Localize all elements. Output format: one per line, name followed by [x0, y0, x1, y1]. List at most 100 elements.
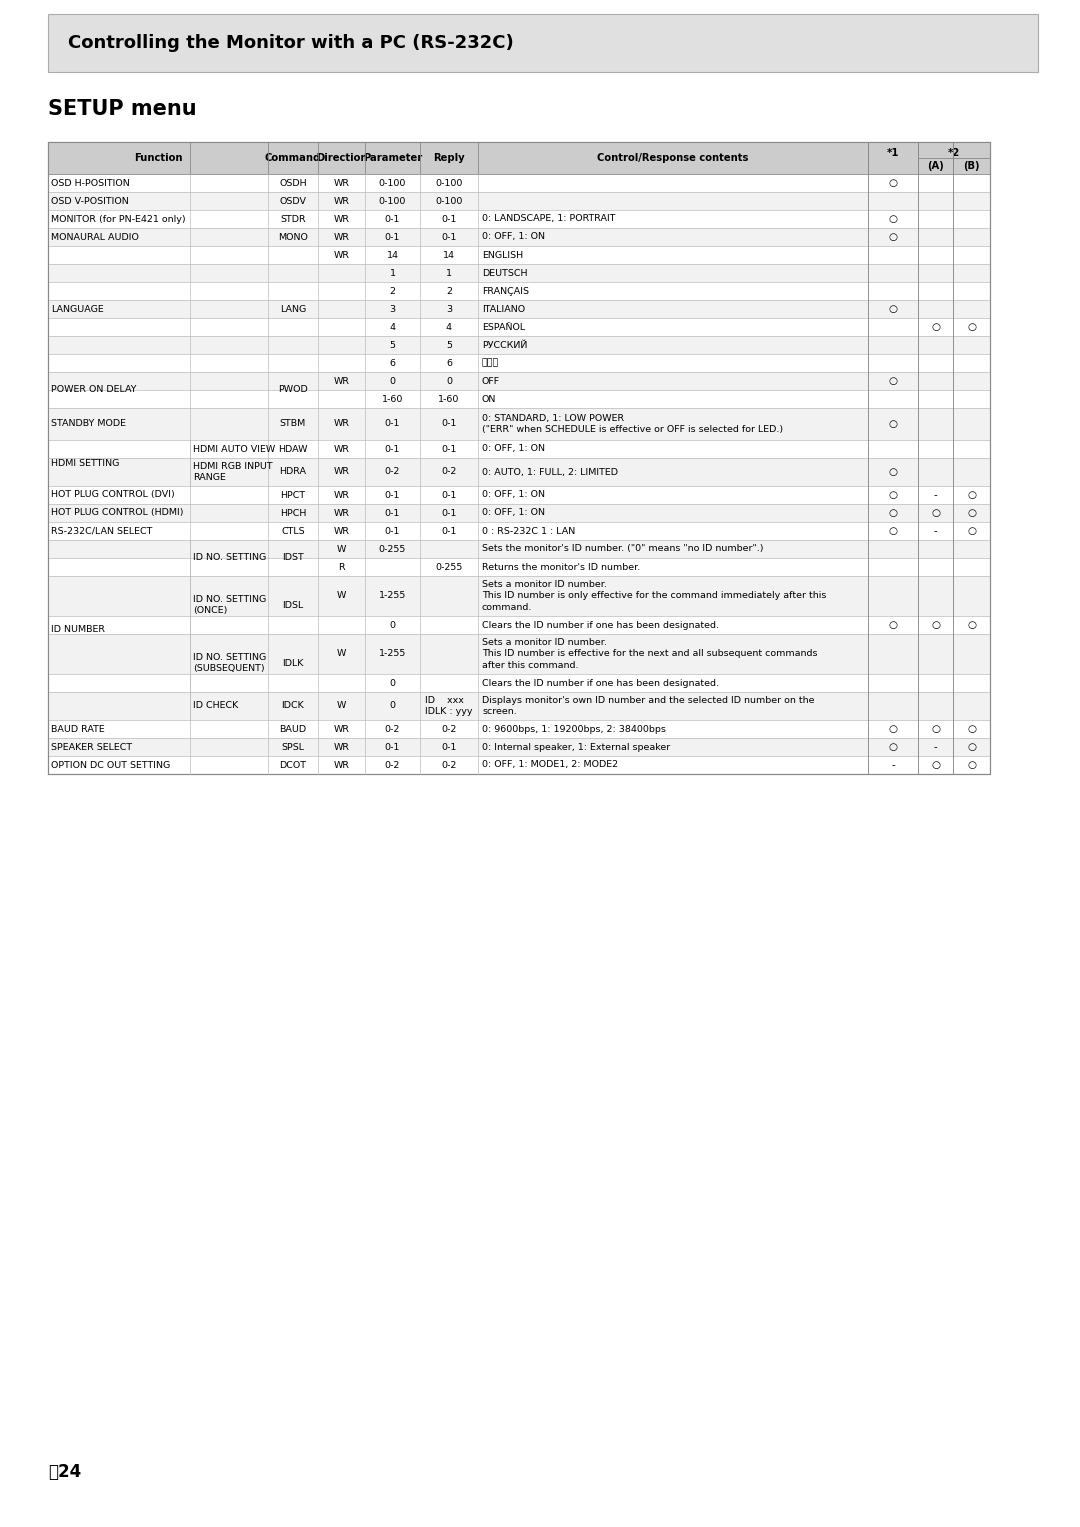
Text: 0-2: 0-2 [384, 467, 401, 476]
Text: STDR: STDR [280, 214, 306, 223]
Text: WR: WR [334, 742, 350, 751]
Text: 0: AUTO, 1: FULL, 2: LIMITED: 0: AUTO, 1: FULL, 2: LIMITED [482, 467, 618, 476]
Text: ○: ○ [967, 525, 976, 536]
Text: STBM: STBM [280, 420, 306, 429]
Text: 0-1: 0-1 [384, 490, 401, 499]
Text: ○: ○ [889, 508, 897, 518]
Bar [48, 458, 990, 486]
Text: SPSL: SPSL [282, 742, 305, 751]
Text: RS-232C/LAN SELECT: RS-232C/LAN SELECT [51, 527, 152, 536]
Text: 0-1: 0-1 [442, 444, 457, 454]
Text: 0-255: 0-255 [379, 545, 406, 553]
Text: 4: 4 [446, 322, 453, 331]
Text: 0-100: 0-100 [379, 179, 406, 188]
Text: ○: ○ [967, 490, 976, 499]
Text: OFF: OFF [482, 377, 500, 385]
Bar [48, 228, 990, 246]
Text: ID NO. SETTING
(ONCE): ID NO. SETTING (ONCE) [193, 596, 267, 615]
Text: ON: ON [482, 394, 497, 403]
Text: (A): (A) [927, 160, 944, 171]
Text: 0-1: 0-1 [384, 214, 401, 223]
Text: Ⓔ24: Ⓔ24 [48, 1463, 81, 1481]
Text: 0-1: 0-1 [384, 508, 401, 518]
Text: 0-1: 0-1 [442, 527, 457, 536]
Bar [48, 142, 990, 174]
Text: POWER ON DELAY: POWER ON DELAY [51, 385, 136, 394]
Text: Clears the ID number if one has been designated.: Clears the ID number if one has been des… [482, 678, 719, 687]
Text: 1: 1 [446, 269, 453, 278]
Text: WR: WR [334, 377, 350, 385]
Text: HDRA: HDRA [280, 467, 307, 476]
Text: Parameter: Parameter [363, 153, 422, 163]
Text: 3: 3 [446, 304, 453, 313]
Text: WR: WR [334, 214, 350, 223]
Text: HDMI SETTING: HDMI SETTING [51, 458, 120, 467]
Bar [48, 336, 990, 354]
Text: OSD V-POSITION: OSD V-POSITION [51, 197, 129, 206]
Text: ○: ○ [967, 322, 976, 331]
Text: 0-1: 0-1 [442, 490, 457, 499]
Text: 0: 0 [446, 377, 453, 385]
Text: Controlling the Monitor with a PC (RS-232C): Controlling the Monitor with a PC (RS-23… [68, 34, 514, 52]
Text: WR: WR [334, 760, 350, 770]
Text: HPCT: HPCT [281, 490, 306, 499]
Text: IDSL: IDSL [282, 600, 303, 609]
Text: ○: ○ [889, 232, 897, 241]
Text: 14: 14 [387, 250, 399, 260]
Text: HDAW: HDAW [279, 444, 308, 454]
Bar [48, 738, 990, 756]
Text: -: - [891, 760, 895, 770]
Text: 0-1: 0-1 [384, 742, 401, 751]
Text: WR: WR [334, 724, 350, 733]
Text: РУССКИЙ: РУССКИЙ [482, 341, 527, 350]
Text: 0-1: 0-1 [384, 232, 401, 241]
Text: ○: ○ [889, 525, 897, 536]
Text: HOT PLUG CONTROL (HDMI): HOT PLUG CONTROL (HDMI) [51, 508, 184, 518]
Text: 0-2: 0-2 [384, 760, 401, 770]
Text: -: - [933, 742, 937, 751]
Text: LANG: LANG [280, 304, 306, 313]
Text: SPEAKER SELECT: SPEAKER SELECT [51, 742, 132, 751]
Text: ○: ○ [967, 620, 976, 631]
Text: (B): (B) [963, 160, 980, 171]
Text: 14: 14 [443, 250, 455, 260]
Text: 4: 4 [390, 322, 395, 331]
Text: 0-1: 0-1 [442, 214, 457, 223]
Text: Command: Command [265, 153, 321, 163]
Text: 2: 2 [446, 287, 453, 296]
Text: 0: 0 [390, 701, 395, 710]
Text: Sets a monitor ID number.
This ID number is effective for the next and all subse: Sets a monitor ID number. This ID number… [482, 638, 818, 670]
Text: ○: ○ [931, 724, 940, 734]
Text: HDMI AUTO VIEW: HDMI AUTO VIEW [193, 444, 275, 454]
Text: ○: ○ [889, 418, 897, 429]
Text: 6: 6 [446, 359, 453, 368]
Text: 0-100: 0-100 [435, 179, 462, 188]
Text: ○: ○ [889, 742, 897, 751]
Text: Clears the ID number if one has been designated.: Clears the ID number if one has been des… [482, 620, 719, 629]
Bar [48, 634, 990, 673]
Text: MONAURAL AUDIO: MONAURAL AUDIO [51, 232, 139, 241]
Text: ○: ○ [889, 304, 897, 315]
Text: 0: 9600bps, 1: 19200bps, 2: 38400bps: 0: 9600bps, 1: 19200bps, 2: 38400bps [482, 724, 666, 733]
Bar [48, 541, 990, 557]
Text: MONITOR (for PN-E421 only): MONITOR (for PN-E421 only) [51, 214, 186, 223]
Text: WR: WR [334, 179, 350, 188]
Text: 0: LANDSCAPE, 1: PORTRAIT: 0: LANDSCAPE, 1: PORTRAIT [482, 214, 616, 223]
Text: ○: ○ [889, 214, 897, 224]
Text: ○: ○ [967, 508, 976, 518]
Text: Returns the monitor's ID number.: Returns the monitor's ID number. [482, 562, 640, 571]
Text: 0: 0 [390, 678, 395, 687]
Text: 5: 5 [446, 341, 453, 350]
Text: 0-2: 0-2 [442, 724, 457, 733]
Text: WR: WR [334, 197, 350, 206]
Text: ID CHECK: ID CHECK [193, 701, 239, 710]
Bar [48, 142, 990, 774]
Text: ESPAÑOL: ESPAÑOL [482, 322, 525, 331]
Text: 0-100: 0-100 [379, 197, 406, 206]
Text: FRANÇAIS: FRANÇAIS [482, 287, 529, 296]
Text: WR: WR [334, 420, 350, 429]
Text: OSDV: OSDV [280, 197, 307, 206]
Text: Control/Response contents: Control/Response contents [597, 153, 748, 163]
Bar [48, 504, 990, 522]
Text: BAUD: BAUD [280, 724, 307, 733]
